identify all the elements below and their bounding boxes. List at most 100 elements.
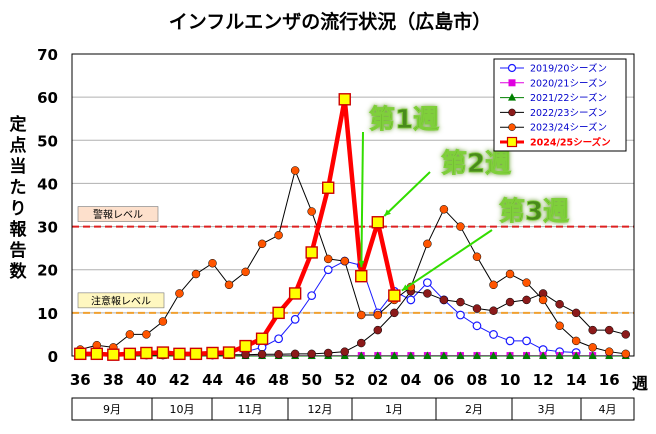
legend-item: 2023/24シーズン — [500, 122, 607, 134]
y-tick-label: 70 — [37, 46, 58, 64]
data-point — [323, 265, 333, 275]
data-point — [522, 351, 531, 359]
data-point — [290, 349, 300, 359]
data-point — [522, 295, 531, 305]
data-point — [357, 338, 366, 348]
data-point — [288, 287, 302, 300]
data-point — [472, 351, 481, 359]
data-point — [522, 278, 531, 287]
legend-label: 2019/20シーズン — [530, 63, 607, 75]
y-tick-label: 20 — [37, 262, 58, 280]
month-label: 10月 — [170, 403, 195, 416]
data-point — [456, 310, 465, 320]
month-label: 2月 — [465, 403, 483, 416]
data-point — [355, 269, 368, 283]
data-point — [373, 310, 383, 320]
annotation-label: 第3週 — [499, 196, 569, 227]
legend-label: 2024/25シーズン — [530, 137, 611, 149]
y-tick-label: 50 — [37, 132, 58, 150]
data-point — [439, 351, 448, 359]
data-point — [489, 280, 498, 290]
data-point — [142, 330, 151, 339]
y-tick-label: 60 — [37, 89, 58, 107]
y-tick-label: 30 — [37, 219, 58, 237]
data-point — [621, 349, 630, 359]
data-point — [388, 289, 401, 302]
data-point — [290, 314, 300, 324]
x-axis-ticks: 36 38 40 42 44 46 48 50 52 02 04 06 08 10 12 14 16 — [70, 371, 620, 389]
data-point — [505, 336, 515, 346]
data-point — [189, 347, 203, 361]
x-tick-label: 44 — [202, 371, 223, 389]
legend-swatch-marker — [507, 63, 517, 73]
data-point — [255, 332, 269, 345]
data-point — [456, 297, 465, 307]
data-point — [588, 343, 597, 352]
legend-label: 2023/24シーズン — [530, 122, 607, 134]
data-point — [274, 334, 284, 344]
data-point — [222, 346, 236, 359]
annotation-arrow — [360, 131, 364, 268]
legend-swatch-marker — [508, 79, 516, 87]
x-tick-label: 36 — [70, 371, 91, 389]
month-label: 1月 — [385, 403, 403, 416]
data-point — [489, 330, 498, 339]
data-point — [140, 346, 153, 360]
y-tick-label: 10 — [37, 305, 58, 323]
data-point — [555, 321, 564, 331]
annotation-arrowhead — [401, 284, 409, 291]
data-point — [290, 166, 300, 175]
data-point — [472, 321, 482, 331]
series-2019/20シーズン — [241, 256, 581, 357]
data-point — [439, 295, 449, 305]
x-tick-label: 42 — [169, 371, 190, 389]
legend-item: 2019/20シーズン — [500, 63, 607, 75]
data-point — [489, 306, 498, 315]
legend-label: 2022/23シーズン — [530, 107, 607, 119]
data-point — [439, 205, 449, 214]
data-point — [373, 351, 382, 359]
series-line — [80, 169, 626, 355]
data-point — [456, 222, 465, 231]
y-axis-label: 定点当たり報告数 — [10, 114, 28, 282]
data-point — [588, 351, 597, 359]
data-point — [357, 310, 366, 320]
data-point — [340, 256, 349, 266]
legend: 2019/20シーズン 2020/21シーズン 2021/22シーズン 2022/23… — [493, 58, 627, 152]
data-point — [406, 351, 415, 359]
data-point — [173, 347, 186, 361]
data-point — [307, 291, 317, 301]
data-point — [257, 350, 267, 359]
data-point — [239, 339, 252, 353]
data-point — [390, 308, 399, 318]
legend-swatch-marker — [506, 136, 518, 148]
data-point — [539, 351, 548, 359]
data-point — [156, 346, 170, 359]
data-point — [423, 239, 432, 249]
data-point — [505, 297, 515, 307]
legend-swatch-marker — [508, 108, 516, 117]
data-point — [621, 330, 630, 339]
month-label: 3月 — [538, 403, 556, 416]
data-point — [338, 93, 351, 106]
data-point — [307, 349, 316, 359]
legend-item: 2022/23シーズン — [500, 107, 607, 119]
month-label: 9月 — [103, 403, 121, 416]
month-label: 4月 — [599, 403, 617, 416]
x-tick-label: 10 — [500, 371, 521, 389]
legend-item: 2024/25シーズン — [500, 137, 611, 149]
month-band: 9月 10月 11月 12月 1月 2月 3月 4月 — [71, 397, 635, 421]
month-label: 11月 — [238, 403, 263, 416]
data-point — [571, 336, 581, 346]
chart-title: インフルエンザの流行状況（広島市） — [169, 10, 491, 33]
annotation-label: 第1週 — [369, 104, 439, 135]
data-point — [555, 299, 564, 309]
legend-swatch-marker — [508, 123, 516, 131]
x-tick-label: 38 — [103, 371, 124, 389]
data-point — [423, 289, 432, 298]
data-point — [522, 336, 531, 346]
data-point — [323, 348, 333, 358]
x-tick-label: 52 — [334, 371, 355, 389]
data-point — [340, 347, 349, 356]
